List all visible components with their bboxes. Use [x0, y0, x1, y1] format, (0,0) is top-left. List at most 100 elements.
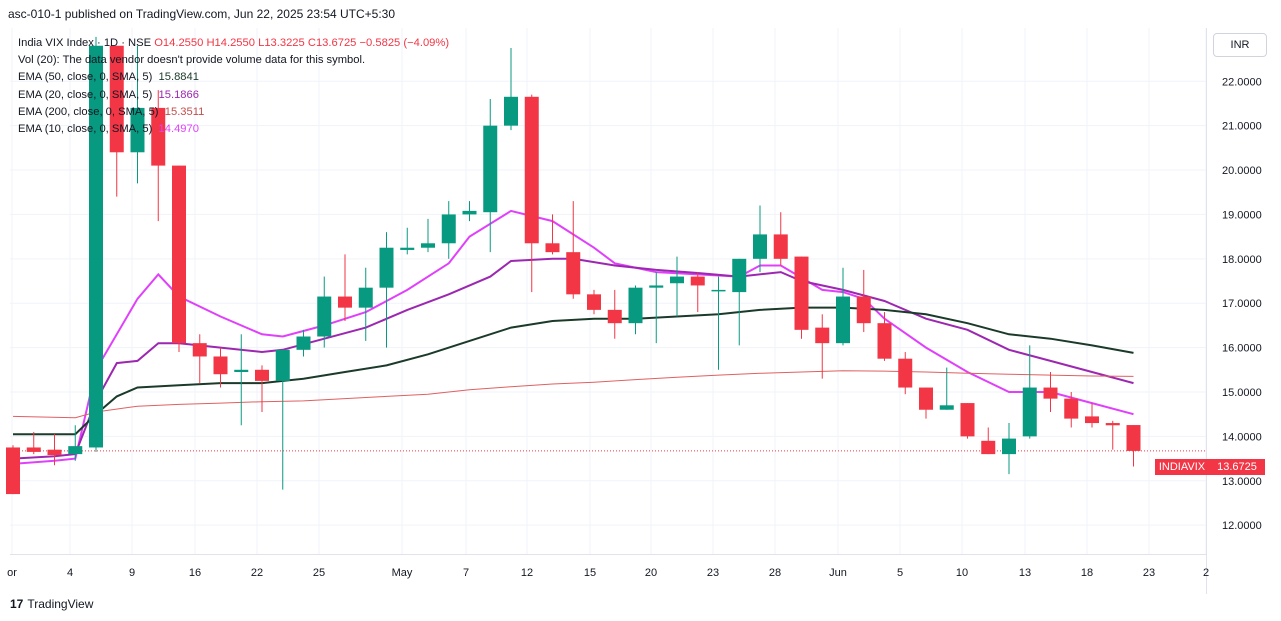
- candle[interactable]: [441, 201, 456, 259]
- ema20-row: EMA (20, close, 0, SMA, 5) 15.1866: [18, 87, 449, 104]
- candle-body: [462, 210, 477, 215]
- close-value: C13.6725: [307, 37, 357, 49]
- x-tick-label: 23: [707, 567, 719, 579]
- candle[interactable]: [587, 289, 601, 315]
- high-value: H14.2550: [206, 37, 255, 49]
- candle[interactable]: [628, 285, 643, 335]
- candle-body: [483, 125, 498, 213]
- candle[interactable]: [338, 254, 352, 321]
- candle[interactable]: [462, 201, 477, 222]
- tradingview-logo-icon: 17: [10, 597, 24, 611]
- ema200-row: EMA (200, close, 0, SMA, 5) 15.3511: [18, 104, 449, 121]
- candle-body: [379, 247, 394, 288]
- candle[interactable]: [68, 425, 83, 461]
- candle[interactable]: [981, 427, 996, 455]
- candle[interactable]: [1064, 391, 1079, 428]
- y-tick-label: 12.0000: [1222, 520, 1262, 532]
- candle-body: [1105, 423, 1120, 426]
- low-value: L13.3225: [258, 37, 305, 49]
- candle[interactable]: [130, 45, 145, 184]
- x-tick-label: 23: [1143, 567, 1155, 579]
- price-chart[interactable]: 12.0000 13.0000 14.0000 15.0000 16.0000 17.00…: [0, 28, 1281, 594]
- ema200-label[interactable]: EMA (200, close, 0, SMA, 5): [18, 105, 159, 118]
- candle[interactable]: [296, 329, 311, 357]
- candle[interactable]: [26, 431, 41, 455]
- x-tick-label: or: [7, 567, 17, 579]
- candle[interactable]: [690, 272, 705, 313]
- candle[interactable]: [151, 90, 166, 222]
- candle[interactable]: [753, 205, 767, 273]
- y-tick-label: 21.0000: [1222, 121, 1262, 133]
- candle[interactable]: [47, 434, 62, 466]
- candle[interactable]: [773, 212, 788, 266]
- candle[interactable]: [877, 312, 892, 361]
- candle[interactable]: [939, 367, 954, 410]
- x-tick-label: 4: [67, 567, 73, 579]
- candle[interactable]: [1126, 425, 1141, 467]
- candle[interactable]: [545, 214, 560, 255]
- candle-body: [587, 294, 601, 310]
- candle[interactable]: [172, 165, 186, 353]
- change-value: −0.5825 (−4.09%): [359, 37, 450, 49]
- candle-body: [358, 287, 373, 308]
- candle[interactable]: [192, 334, 207, 384]
- footer-brand[interactable]: 17 TradingView: [10, 594, 93, 614]
- ema20-label[interactable]: EMA (20, close, 0, SMA, 5): [18, 88, 153, 101]
- candle[interactable]: [6, 445, 20, 495]
- candle[interactable]: [732, 258, 747, 346]
- candle[interactable]: [1043, 372, 1058, 412]
- y-axis: 12.0000 13.0000 14.0000 15.0000 16.0000 17.00…: [10, 28, 1262, 594]
- y-tick-label: 15.0000: [1222, 387, 1262, 399]
- candle-body: [566, 252, 581, 295]
- candle[interactable]: [649, 272, 664, 344]
- x-tick-label: 25: [313, 567, 325, 579]
- candle[interactable]: [317, 276, 332, 348]
- candle[interactable]: [421, 218, 435, 253]
- candle[interactable]: [234, 334, 249, 426]
- x-tick-label: 5: [897, 567, 903, 579]
- candle[interactable]: [960, 403, 975, 439]
- candle[interactable]: [670, 256, 684, 317]
- candle-body: [234, 369, 249, 373]
- currency-button[interactable]: INR: [1213, 33, 1267, 57]
- ema10-value: 14.4970: [158, 123, 199, 136]
- ema50-value: 15.8841: [158, 71, 199, 84]
- candle[interactable]: [483, 99, 498, 253]
- candle[interactable]: [213, 347, 228, 388]
- candle[interactable]: [400, 227, 415, 255]
- candle-body: [6, 447, 20, 495]
- candle[interactable]: [504, 47, 518, 131]
- x-tick-label: 10: [956, 567, 968, 579]
- candle[interactable]: [898, 352, 913, 395]
- candle[interactable]: [1022, 345, 1037, 439]
- candle[interactable]: [607, 289, 622, 339]
- candle[interactable]: [358, 267, 373, 341]
- candle-body: [773, 234, 788, 259]
- symbol-name[interactable]: India VIX Index · 1D · NSE: [18, 37, 152, 49]
- candle[interactable]: [1002, 423, 1016, 475]
- candle[interactable]: [524, 94, 539, 293]
- candle[interactable]: [275, 349, 290, 490]
- candle[interactable]: [856, 269, 871, 333]
- ema50-row: EMA (50, close, 0, SMA, 5) 15.8841: [18, 69, 449, 86]
- candle-body: [89, 45, 103, 448]
- candle[interactable]: [1085, 403, 1099, 428]
- candle-body: [981, 440, 996, 455]
- candle[interactable]: [566, 201, 581, 299]
- candle[interactable]: [255, 365, 269, 412]
- candle[interactable]: [711, 276, 726, 370]
- candle[interactable]: [379, 232, 394, 348]
- ema10-label[interactable]: EMA (10, close, 0, SMA, 5): [18, 123, 153, 136]
- candle-body: [1002, 438, 1016, 455]
- candle-body: [109, 45, 124, 153]
- candle[interactable]: [1105, 420, 1120, 450]
- candle[interactable]: [919, 387, 933, 419]
- price-tag-value: 13.6725: [1209, 459, 1265, 475]
- candle[interactable]: [836, 267, 850, 346]
- candle[interactable]: [89, 36, 103, 452]
- candle[interactable]: [794, 256, 809, 339]
- candle[interactable]: [815, 314, 830, 379]
- chart-legend: India VIX Index · 1D · NSE O14.2550 H14.…: [18, 35, 449, 138]
- ema50-label[interactable]: EMA (50, close, 0, SMA, 5): [18, 71, 153, 84]
- candle[interactable]: [109, 45, 124, 197]
